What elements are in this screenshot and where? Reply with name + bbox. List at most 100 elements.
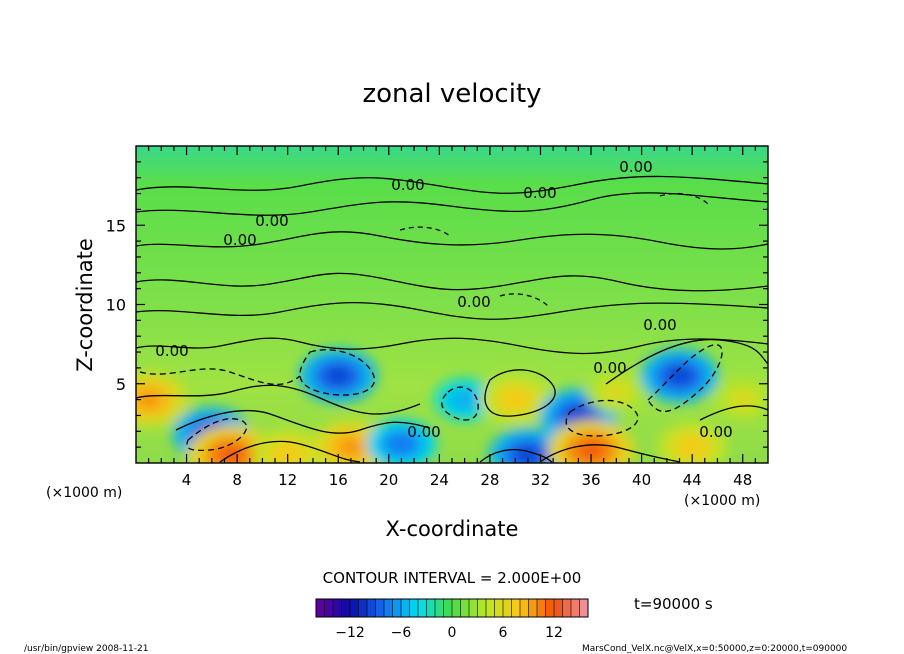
contour-label: 0.00 — [391, 176, 424, 194]
x-unit-right: (×1000 m) — [684, 493, 760, 509]
colorbar-segment — [562, 599, 572, 617]
colorbar-segment — [350, 599, 359, 617]
y-axis: 5 10 15 — [106, 161, 768, 448]
colorbar-tick-label: 0 — [448, 625, 457, 641]
x-tick-label: 32 — [531, 471, 550, 489]
contour-line — [659, 192, 709, 205]
field-anomaly-core — [567, 408, 589, 423]
colorbar-segment — [409, 599, 419, 617]
field-features — [136, 348, 768, 463]
colorbar-segment — [333, 599, 342, 617]
colorbar-tick-label: 12 — [545, 625, 563, 641]
colorbar-segment — [486, 599, 495, 617]
field-anomaly-core — [392, 437, 411, 451]
colorbar-segment — [452, 599, 461, 617]
contour-label: 0.00 — [593, 359, 626, 377]
contour-line — [136, 272, 768, 292]
colorbar-segment — [469, 599, 478, 617]
footer-left: /usr/bin/gpview 2008-11-21 — [24, 644, 148, 654]
contour-line — [136, 192, 768, 216]
chart-title: zonal velocity — [362, 79, 541, 109]
field-anomaly-core — [340, 439, 362, 455]
colorbar-tick-label: −12 — [335, 625, 365, 641]
colorbar-segment — [511, 599, 521, 617]
footer-right: MarsCond_VelX.nc@VelX,x=0:50000,z=0:2000… — [582, 644, 847, 654]
field-anomaly-core — [608, 385, 625, 398]
colorbar-frame — [315, 598, 589, 618]
x-tick-label: 48 — [733, 471, 752, 489]
contour-line — [136, 175, 768, 194]
field-anomaly-core — [682, 440, 702, 454]
colorbar-segment — [426, 599, 436, 617]
contour-label: 0.00 — [155, 342, 188, 360]
colorbar — [315, 598, 589, 618]
colorbar-segment — [375, 599, 385, 617]
contour-line — [539, 444, 681, 463]
contour-line — [219, 440, 361, 463]
x-tick-label: 4 — [182, 471, 192, 489]
contour-label: 0.00 — [407, 423, 440, 441]
colorbar-segment — [392, 599, 402, 617]
colorbar-segment — [435, 599, 444, 617]
colorbar-segment — [571, 599, 580, 617]
x-tick-label: 20 — [379, 471, 398, 489]
contour-label: 0.00 — [619, 158, 652, 176]
time-label: t=90000 s — [634, 595, 713, 613]
colorbar-segment — [316, 599, 325, 617]
field-anomaly-core — [456, 393, 473, 406]
colorbar-ticks: −12 −6 0 6 12 — [335, 625, 563, 641]
x-unit-left: (×1000 m) — [46, 485, 122, 501]
field-anomaly-core — [505, 393, 525, 407]
colorbar-segment — [477, 599, 487, 617]
field-anomaly-core — [579, 442, 603, 459]
colorbar-segment — [401, 599, 410, 617]
colorbar-segment — [367, 599, 376, 617]
colorbar-segment — [418, 599, 427, 617]
contour-line — [484, 369, 556, 417]
field-anomaly-core — [517, 447, 539, 463]
plot-area: 0.000.000.000.000.000.000.000.000.000.00… — [136, 146, 768, 463]
contour-lines — [136, 175, 768, 463]
y-tick-label: 5 — [116, 375, 126, 394]
contour-line — [186, 418, 248, 452]
contour-line — [441, 386, 479, 421]
colorbar-segment — [443, 599, 453, 617]
contour-line — [136, 301, 768, 320]
colorbar-segment — [384, 599, 393, 617]
colorbar-segment — [324, 599, 334, 617]
colorbar-segment — [358, 599, 368, 617]
contour-line — [647, 344, 723, 412]
contour-line — [605, 338, 768, 385]
contour-line — [136, 231, 768, 250]
colorbar-segment — [460, 599, 470, 617]
contour-line — [479, 448, 553, 463]
colorbar-tick-label: −6 — [391, 625, 412, 641]
colorbar-segment — [537, 599, 546, 617]
x-tick-label: 40 — [632, 471, 651, 489]
x-tick-label: 28 — [480, 471, 499, 489]
contour-line — [399, 226, 451, 237]
y-tick-label: 10 — [106, 296, 126, 315]
colorbar-segment — [503, 599, 512, 617]
x-tick-label: 16 — [329, 471, 348, 489]
contour-labels: 0.000.000.000.000.000.000.000.000.000.00… — [155, 158, 732, 441]
contour-label: 0.00 — [699, 423, 732, 441]
contour-line — [139, 368, 301, 385]
x-tick-label: 8 — [232, 471, 242, 489]
y-axis-label: Z-coordinate — [73, 238, 97, 372]
x-axis: 4 8 12 16 20 24 28 32 36 40 44 48 — [148, 146, 756, 489]
x-axis-label: X-coordinate — [386, 517, 519, 541]
x-tick-label: 24 — [430, 471, 449, 489]
colorbar-segment — [520, 599, 529, 617]
x-tick-label: 44 — [683, 471, 702, 489]
colorbar-tick-label: 6 — [499, 625, 508, 641]
y-tick-label: 15 — [106, 216, 126, 235]
field-anomaly-core — [327, 368, 349, 384]
field-anomaly-core — [278, 446, 298, 461]
colorbar-segment — [341, 599, 351, 617]
contour-line — [299, 349, 375, 396]
field-anomaly-core — [138, 392, 160, 407]
contour-line — [565, 399, 639, 437]
contour-line — [136, 384, 421, 415]
